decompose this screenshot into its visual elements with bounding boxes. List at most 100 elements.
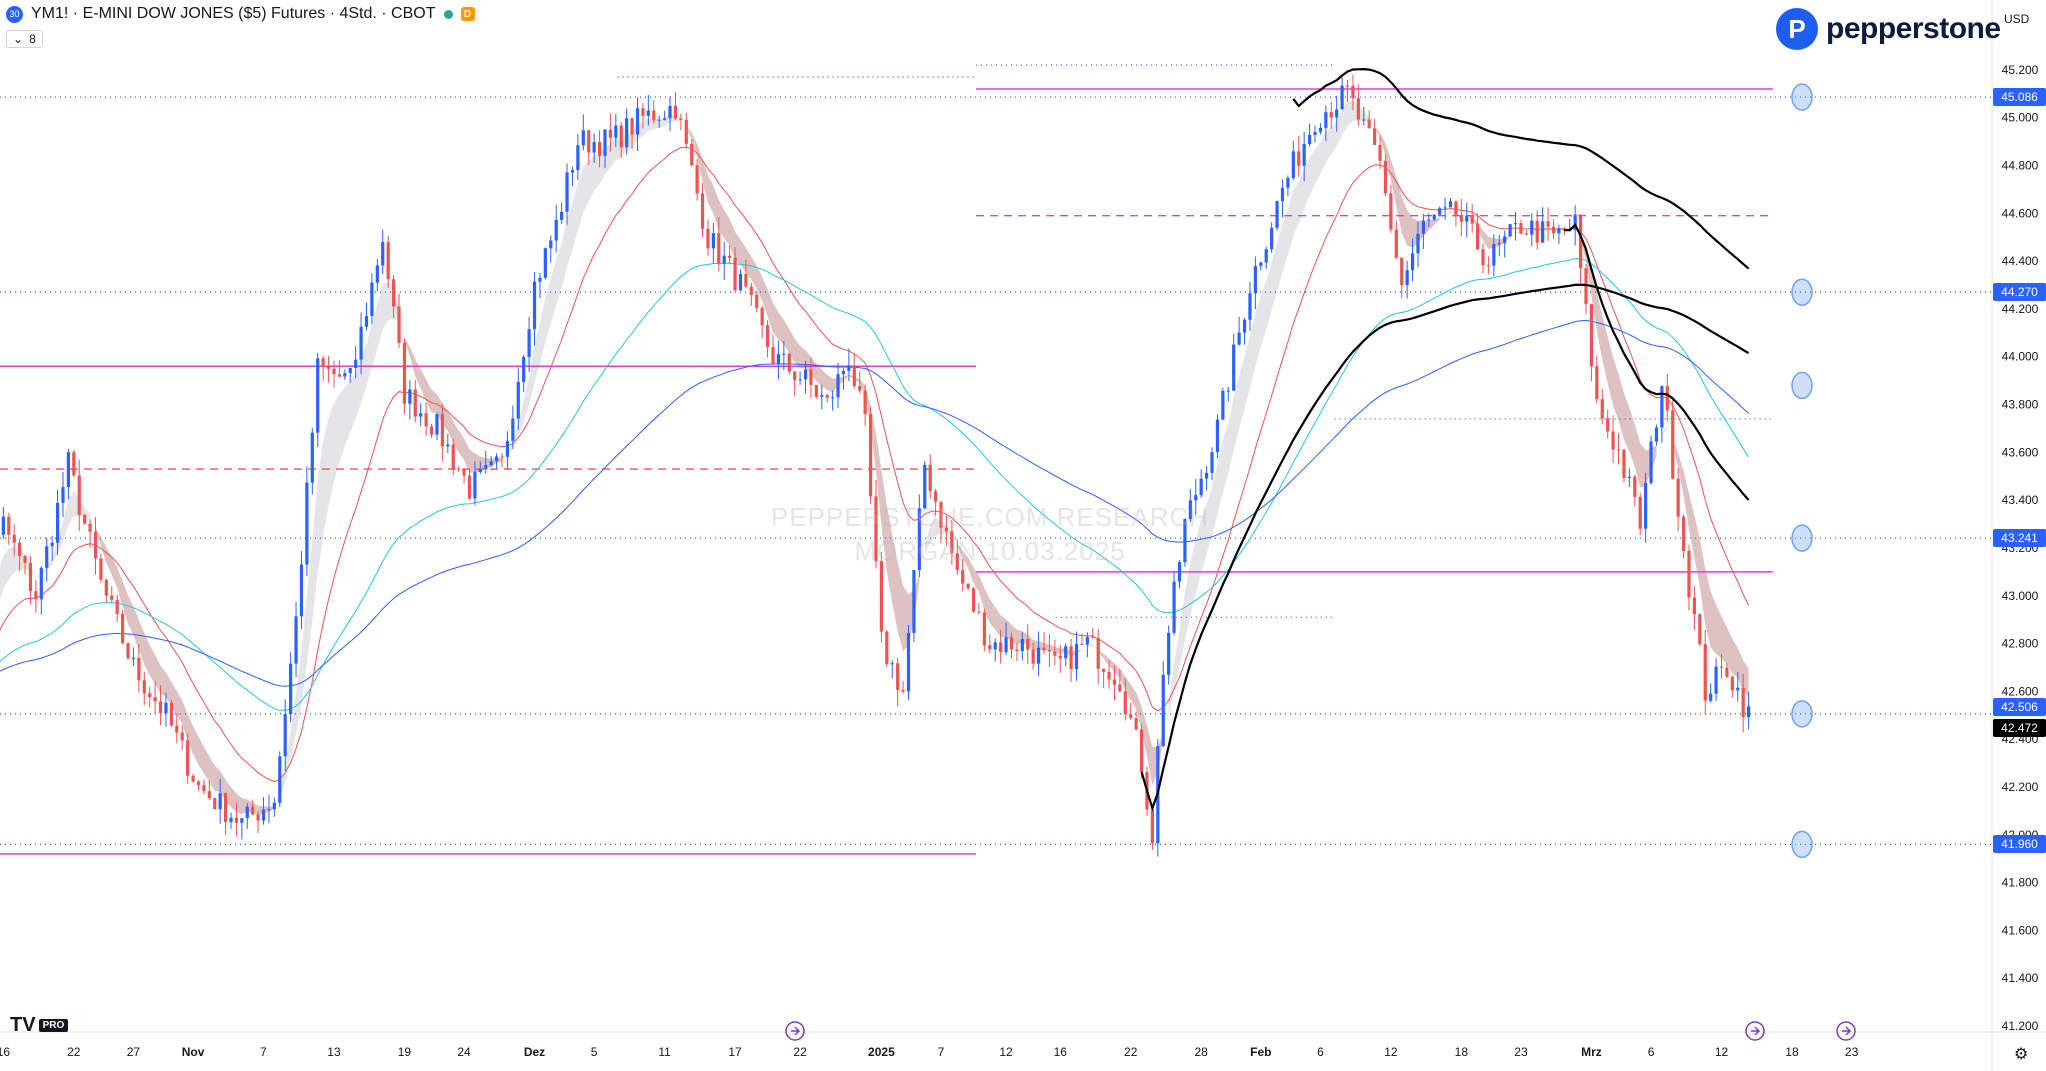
candle-body <box>88 523 92 532</box>
candle-body <box>1096 638 1100 669</box>
candle-body <box>896 663 900 690</box>
candle-body <box>1465 216 1469 222</box>
x-tick-label: 5 <box>591 1045 598 1059</box>
indicator-toggle[interactable]: ⌄ 8 <box>6 30 43 48</box>
candle-body <box>1676 478 1680 517</box>
candle-body <box>858 386 862 391</box>
candle-body <box>706 228 710 249</box>
candle-body <box>39 567 43 600</box>
candle-body <box>1578 214 1583 269</box>
chart-title[interactable]: YM1! · E-MINI DOW JONES ($5) Futures · 4… <box>31 5 436 22</box>
candle-body <box>72 452 76 476</box>
candle-body <box>153 697 157 702</box>
candle-body <box>1551 226 1556 234</box>
candle-body <box>245 806 249 819</box>
candle-body <box>619 125 623 148</box>
candle-body <box>646 110 650 116</box>
candle-body <box>50 542 54 547</box>
candle-body <box>1167 632 1171 675</box>
candle-body <box>1524 233 1528 235</box>
y-tick-label: 45.000 <box>2002 111 2039 125</box>
candle-body <box>1595 366 1599 400</box>
currency-label[interactable]: USD <box>2004 12 2030 26</box>
candle-body <box>419 413 423 417</box>
candle-body <box>1660 386 1664 428</box>
candle-body <box>1302 144 1306 166</box>
candle-body <box>424 413 428 427</box>
y-tick-label: 44.600 <box>2002 206 2039 220</box>
candle-body <box>240 818 244 823</box>
candle-body <box>1177 562 1182 582</box>
candle-body <box>890 663 894 665</box>
candle-body <box>1730 676 1734 691</box>
pepperstone-logo: P pepperstone <box>1776 8 2001 50</box>
candle-body <box>61 487 65 503</box>
candle-body <box>283 714 287 757</box>
candle-body <box>738 274 743 291</box>
candle-body <box>977 611 981 613</box>
candle-body <box>1644 482 1648 529</box>
candle-body <box>641 108 645 116</box>
candle-body <box>1150 809 1154 844</box>
candle-body <box>1573 214 1577 230</box>
candle-body <box>1535 220 1539 243</box>
candle-body <box>901 689 905 692</box>
goto-realtime-icon <box>1836 1021 1856 1041</box>
horizontal-levels <box>0 64 1992 855</box>
candle-body <box>1454 201 1458 216</box>
x-tick-label: 17 <box>728 1045 742 1059</box>
candle-body <box>825 395 829 398</box>
candle-body <box>1264 249 1268 263</box>
candle-body <box>1448 201 1453 208</box>
candle-body <box>1280 187 1285 202</box>
candle-body <box>917 508 921 571</box>
settings-icon[interactable]: ⚙ <box>2014 1046 2029 1063</box>
candle-body <box>337 374 341 377</box>
pro-badge: PRO <box>38 1019 69 1032</box>
candle-body <box>370 282 374 317</box>
symbol-icon[interactable]: 30 <box>6 5 23 23</box>
candle-body <box>874 496 878 562</box>
candle-body <box>321 358 325 367</box>
ema-ribbon <box>1087 643 1093 648</box>
last-price-label: 42.472 <box>1993 718 2046 737</box>
candle-body <box>700 193 705 229</box>
candle-body <box>971 588 976 612</box>
candle-body <box>765 325 770 348</box>
candle-body <box>1633 476 1637 497</box>
candle-body <box>1584 268 1588 305</box>
delay-badge: D <box>460 7 475 21</box>
candle-body <box>993 642 997 650</box>
candles <box>1 74 1751 857</box>
x-tick-label: 12 <box>999 1045 1013 1059</box>
candle-body <box>744 274 748 287</box>
level-price-label: 42.506 <box>1993 697 2046 716</box>
candle-body <box>1400 257 1404 286</box>
candle-body <box>1638 496 1642 529</box>
candle-body <box>1161 674 1165 747</box>
level-marker <box>1791 700 1813 728</box>
candle-body <box>852 365 856 387</box>
candle-body <box>1497 243 1501 245</box>
candle-body <box>1654 427 1659 442</box>
candle-body <box>657 119 661 121</box>
candle-body <box>592 141 596 153</box>
vwap-line <box>1140 283 1750 812</box>
candle-body <box>1606 418 1610 432</box>
watermark-line-1: PEPPERSTONE.COM RESEARCH <box>770 502 1210 532</box>
candle-body <box>1286 178 1290 188</box>
candle-body <box>576 145 580 171</box>
candle-body <box>787 353 791 372</box>
candle-body <box>299 564 304 617</box>
x-tick-label: 6 <box>1648 1045 1655 1059</box>
candle-body <box>625 118 629 148</box>
candle-body <box>950 531 954 554</box>
candle-body <box>1741 687 1745 718</box>
tradingview-logo[interactable]: TV PRO <box>10 1014 69 1037</box>
candle-body <box>695 165 699 194</box>
candle-body <box>267 809 271 811</box>
candle-body <box>316 358 320 433</box>
candle-body <box>34 591 38 600</box>
candle-body <box>771 347 775 364</box>
candle-body <box>1530 220 1534 235</box>
